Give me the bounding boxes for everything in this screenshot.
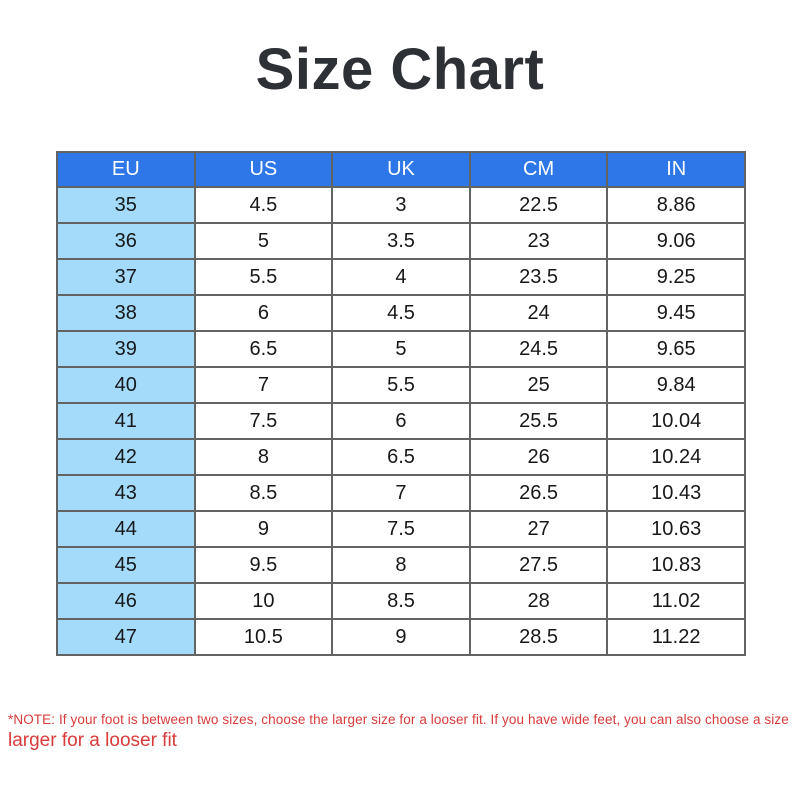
cell-us: 7 [193, 366, 334, 404]
cell-us: 6.5 [193, 330, 334, 368]
cell-cm: 23.5 [468, 258, 609, 296]
cell-in: 9.65 [606, 330, 746, 368]
cell-uk: 5 [331, 330, 471, 368]
cell-eu: 46 [56, 582, 196, 620]
cell-uk: 8 [331, 546, 471, 584]
cell-in: 10.24 [606, 438, 746, 476]
table-row: 45 9.5 8 27.5 10.83 [56, 546, 746, 584]
size-chart-table: EU US UK CM IN 35 4.5 3 22.5 8.86 36 5 3… [56, 151, 746, 656]
cell-eu: 37 [56, 258, 196, 296]
cell-uk: 7.5 [331, 510, 471, 548]
cell-eu: 47 [56, 618, 196, 656]
cell-in: 10.43 [606, 474, 746, 512]
cell-uk: 6.5 [331, 438, 471, 476]
cell-cm: 26 [468, 438, 609, 476]
column-header-us: US [193, 151, 334, 188]
cell-uk: 3.5 [331, 222, 471, 260]
cell-eu: 45 [56, 546, 196, 584]
cell-uk: 6 [331, 402, 471, 440]
table-row: 44 9 7.5 27 10.63 [56, 510, 746, 548]
cell-cm: 24 [468, 294, 609, 332]
cell-us: 6 [193, 294, 334, 332]
size-note: *NOTE: If your foot is between two sizes… [8, 711, 792, 753]
cell-cm: 28.5 [468, 618, 609, 656]
table-row: 40 7 5.5 25 9.84 [56, 366, 746, 404]
cell-in: 9.84 [606, 366, 746, 404]
cell-us: 4.5 [193, 186, 334, 224]
table-row: 36 5 3.5 23 9.06 [56, 222, 746, 260]
cell-in: 10.04 [606, 402, 746, 440]
table-row: 39 6.5 5 24.5 9.65 [56, 330, 746, 368]
cell-cm: 27.5 [468, 546, 609, 584]
cell-uk: 5.5 [331, 366, 471, 404]
cell-cm: 25.5 [468, 402, 609, 440]
table-header-row: EU US UK CM IN [56, 151, 746, 188]
cell-in: 9.06 [606, 222, 746, 260]
cell-us: 9 [193, 510, 334, 548]
cell-eu: 35 [56, 186, 196, 224]
cell-in: 11.02 [606, 582, 746, 620]
cell-us: 8.5 [193, 474, 334, 512]
cell-us: 10.5 [193, 618, 334, 656]
cell-us: 8 [193, 438, 334, 476]
cell-uk: 9 [331, 618, 471, 656]
cell-in: 8.86 [606, 186, 746, 224]
cell-eu: 43 [56, 474, 196, 512]
table-row: 37 5.5 4 23.5 9.25 [56, 258, 746, 296]
cell-cm: 26.5 [468, 474, 609, 512]
size-note-line2: larger for a looser fit [8, 730, 177, 751]
cell-cm: 28 [468, 582, 609, 620]
cell-us: 5 [193, 222, 334, 260]
cell-eu: 39 [56, 330, 196, 368]
table-row: 38 6 4.5 24 9.45 [56, 294, 746, 332]
cell-in: 9.45 [606, 294, 746, 332]
table-row: 41 7.5 6 25.5 10.04 [56, 402, 746, 440]
cell-in: 10.83 [606, 546, 746, 584]
table-row: 46 10 8.5 28 11.02 [56, 582, 746, 620]
cell-uk: 4 [331, 258, 471, 296]
table-row: 35 4.5 3 22.5 8.86 [56, 186, 746, 224]
cell-us: 7.5 [193, 402, 334, 440]
table-body: 35 4.5 3 22.5 8.86 36 5 3.5 23 9.06 37 5… [56, 186, 746, 656]
table-row: 47 10.5 9 28.5 11.22 [56, 618, 746, 656]
cell-eu: 36 [56, 222, 196, 260]
cell-cm: 22.5 [468, 186, 609, 224]
cell-uk: 7 [331, 474, 471, 512]
cell-us: 9.5 [193, 546, 334, 584]
cell-us: 5.5 [193, 258, 334, 296]
cell-eu: 44 [56, 510, 196, 548]
cell-in: 9.25 [606, 258, 746, 296]
column-header-eu: EU [56, 151, 196, 188]
cell-cm: 25 [468, 366, 609, 404]
cell-eu: 38 [56, 294, 196, 332]
cell-uk: 3 [331, 186, 471, 224]
page-title: Size Chart [255, 37, 545, 102]
table-header: EU US UK CM IN [56, 151, 746, 188]
cell-eu: 41 [56, 402, 196, 440]
cell-in: 11.22 [606, 618, 746, 656]
cell-eu: 40 [56, 366, 196, 404]
cell-cm: 27 [468, 510, 609, 548]
column-header-cm: CM [468, 151, 609, 188]
column-header-uk: UK [331, 151, 471, 188]
size-note-line1: *NOTE: If your foot is between two sizes… [8, 712, 789, 727]
cell-in: 10.63 [606, 510, 746, 548]
cell-cm: 24.5 [468, 330, 609, 368]
table-row: 43 8.5 7 26.5 10.43 [56, 474, 746, 512]
cell-us: 10 [193, 582, 334, 620]
column-header-in: IN [606, 151, 746, 188]
cell-uk: 8.5 [331, 582, 471, 620]
cell-cm: 23 [468, 222, 609, 260]
cell-uk: 4.5 [331, 294, 471, 332]
cell-eu: 42 [56, 438, 196, 476]
table-row: 42 8 6.5 26 10.24 [56, 438, 746, 476]
